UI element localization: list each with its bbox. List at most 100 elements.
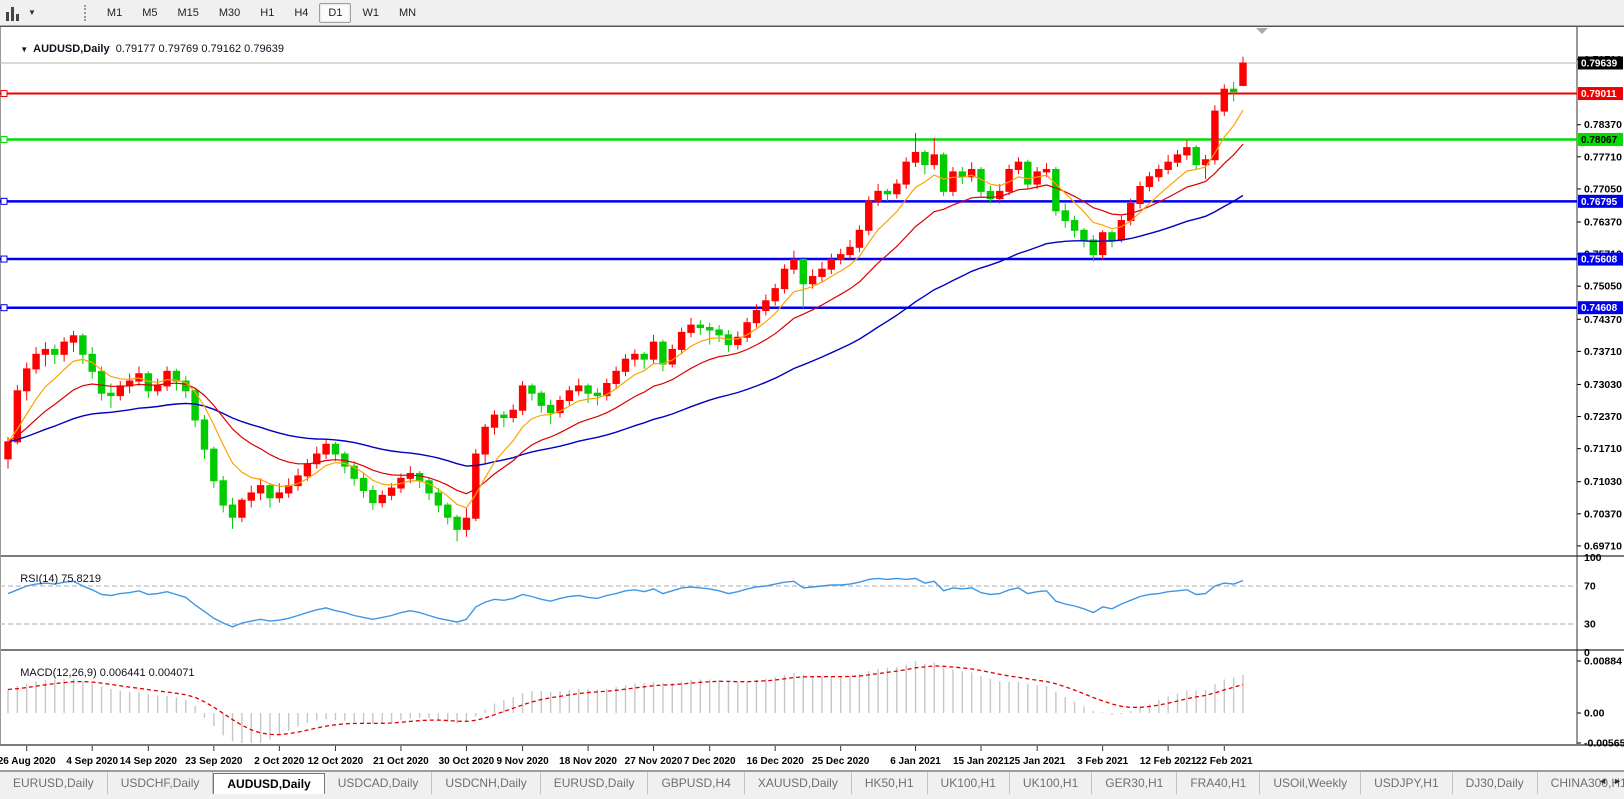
timeframe-button-W1[interactable]: W1 (362, 6, 379, 19)
svg-text:0.73030: 0.73030 (1584, 379, 1622, 391)
macd-panel: 0.00884 0.00 -0.005651 (7, 656, 1624, 750)
svg-text:7 Dec 2020: 7 Dec 2020 (684, 756, 736, 767)
timeframe-button-M5[interactable]: M5 (142, 6, 158, 19)
macd-label: MACD(12,26,9) 0.006441 0.004071 (8, 655, 195, 691)
ma-mid-line (7, 143, 1244, 495)
svg-text:0.71710: 0.71710 (1584, 443, 1622, 455)
svg-text:4 Sep 2020: 4 Sep 2020 (66, 756, 118, 767)
svg-text:21 Oct 2020: 21 Oct 2020 (373, 756, 429, 767)
chart-title: ▼ AUDUSD,Daily 0.79177 0.79769 0.79162 0.… (8, 31, 284, 67)
support-resistance-lines[interactable] (0, 90, 1577, 312)
svg-text:23 Sep 2020: 23 Sep 2020 (185, 756, 243, 767)
svg-text:27 Nov 2020: 27 Nov 2020 (625, 756, 683, 767)
svg-text:0.79011: 0.79011 (1581, 89, 1617, 100)
chart-tab-GBPUSD-H4[interactable]: GBPUSD,H4 (648, 772, 745, 795)
svg-text:18 Nov 2020: 18 Nov 2020 (559, 756, 617, 767)
rsi-current-value: 75.8219 (61, 573, 101, 585)
chart-tab-GER30-H1[interactable]: GER30,H1 (1092, 772, 1178, 795)
rsi-label: RSI(14) 75.8219 (8, 561, 101, 597)
svg-text:22 Feb 2021: 22 Feb 2021 (1196, 756, 1253, 767)
rsi-panel: 100 70 30 0 (7, 552, 1602, 659)
timeframe-button-H1[interactable]: H1 (260, 6, 275, 19)
level-line-handle[interactable] (0, 197, 8, 205)
svg-text:0.71030: 0.71030 (1584, 476, 1622, 488)
svg-text:15 Jan 2021: 15 Jan 2021 (953, 756, 1010, 767)
svg-text:0.77710: 0.77710 (1584, 151, 1622, 163)
svg-text:6 Jan 2021: 6 Jan 2021 (890, 756, 941, 767)
timeframe-button-M30[interactable]: M30 (218, 6, 241, 19)
svg-text:0: 0 (1584, 647, 1590, 659)
macd-main-value: 0.006441 (99, 667, 146, 679)
collapse-triangle-icon[interactable]: ▼ (20, 45, 29, 54)
chart-tab-EURUSD-Daily[interactable]: EURUSD,Daily (541, 772, 649, 795)
level-line-handle[interactable] (0, 135, 8, 143)
chart-tab-UK100-H1[interactable]: UK100,H1 (928, 772, 1010, 795)
svg-text:0.79639: 0.79639 (1581, 59, 1618, 70)
chart-tab-UK100-H1[interactable]: UK100,H1 (1010, 772, 1093, 795)
svg-text:0.77050: 0.77050 (1584, 183, 1622, 195)
svg-text:25 Jan 2021: 25 Jan 2021 (1009, 756, 1066, 767)
svg-text:70: 70 (1584, 581, 1596, 593)
timeframe-button-M15[interactable]: M15 (177, 6, 199, 19)
symbol-tab-bar: EURUSD,Daily USDCHF,Daily AUDUSD,Daily USDC… (0, 771, 1624, 795)
timeframe-buttons: M1 M5 M15 M30 H1 H4 D1 W1 MN (97, 2, 426, 23)
rsi-indicator-name: RSI(14) (20, 573, 59, 585)
svg-text:0.00: 0.00 (1584, 708, 1605, 720)
ohlc-low: 0.79162 (201, 43, 242, 55)
timeframe-button-M1[interactable]: M1 (106, 6, 123, 19)
chart-tab-DJ30-Daily[interactable]: DJ30,Daily (1453, 772, 1538, 795)
chart-tab-USOil-Weekly[interactable]: USOil,Weekly (1260, 772, 1362, 795)
ma-fast-line (7, 109, 1244, 509)
timeframe-button-H4[interactable]: H4 (294, 6, 309, 19)
svg-text:0.74370: 0.74370 (1584, 314, 1622, 326)
level-line-handle[interactable] (0, 90, 8, 98)
tab-scroll-right-icon[interactable]: ► (1613, 776, 1622, 786)
ma-slow-line (7, 194, 1244, 467)
candlestick-chart-icon[interactable] (4, 4, 26, 22)
svg-text:14 Sep 2020: 14 Sep 2020 (120, 756, 178, 767)
svg-text:30: 30 (1584, 619, 1596, 631)
svg-text:0.69710: 0.69710 (1584, 540, 1622, 552)
panel-borders (0, 25, 1624, 771)
chart-shift-marker-icon[interactable] (1256, 28, 1268, 34)
macd-signal-value: 0.004071 (148, 667, 195, 679)
chart-tab-FRA40-H1[interactable]: FRA40,H1 (1177, 772, 1261, 795)
timeframe-button-D1[interactable]: D1 (319, 2, 352, 23)
tab-scroll-left-icon[interactable]: ◄ (1598, 776, 1608, 786)
chart-tab-USDJPY-H1[interactable]: USDJPY,H1 (1361, 772, 1453, 795)
svg-text:25 Dec 2020: 25 Dec 2020 (812, 756, 870, 767)
svg-text:-0.005651: -0.005651 (1584, 738, 1624, 750)
ohlc-high: 0.79769 (158, 43, 199, 55)
level-line-handle[interactable] (0, 304, 8, 312)
date-axis[interactable]: 26 Aug 2020 4 Sep 2020 14 Sep 2020 23 Sep 2… (0, 746, 1253, 767)
level-line-handle[interactable] (0, 255, 8, 263)
rsi-level-lines (0, 585, 1577, 625)
chart-type-dropdown-caret[interactable]: ▼ (28, 8, 36, 17)
chart-tab-HK50-H1[interactable]: HK50,H1 (852, 772, 928, 795)
svg-text:3 Feb 2021: 3 Feb 2021 (1077, 756, 1129, 767)
chart-symbol: AUDUSD,Daily (33, 43, 110, 55)
timeframe-toolbar: ▼ M1 M5 M15 M30 H1 H4 D1 W1 MN (0, 0, 1624, 26)
svg-text:0.00884: 0.00884 (1584, 656, 1622, 668)
chart-tab-XAUUSD-Daily[interactable]: XAUUSD,Daily (745, 772, 852, 795)
svg-text:12 Oct 2020: 12 Oct 2020 (308, 756, 364, 767)
price-chart-canvas[interactable]: 0.797100.783700.777100.770500.763700.757… (0, 0, 1624, 771)
chart-tab-EURUSD-Daily[interactable]: EURUSD,Daily (0, 772, 108, 795)
svg-text:0.78067: 0.78067 (1581, 135, 1618, 146)
moving-averages (7, 109, 1244, 509)
ohlc-open: 0.79177 (115, 43, 156, 55)
timeframe-button-MN[interactable]: MN (398, 6, 417, 19)
chart-tab-AUDUSD-Daily[interactable]: AUDUSD,Daily (213, 773, 325, 795)
svg-text:0.76795: 0.76795 (1581, 197, 1618, 208)
svg-text:26 Aug 2020: 26 Aug 2020 (0, 756, 56, 767)
chart-tab-CHINA300-H1[interactable]: CHINA300,H1 (1538, 772, 1624, 795)
svg-text:0.75608: 0.75608 (1581, 255, 1618, 266)
chart-tab-USDCHF-Daily[interactable]: USDCHF,Daily (108, 772, 214, 795)
svg-text:0.73710: 0.73710 (1584, 346, 1622, 358)
chart-tab-USDCAD-Daily[interactable]: USDCAD,Daily (325, 772, 433, 795)
chart-tab-USDCNH-Daily[interactable]: USDCNH,Daily (432, 772, 541, 795)
svg-text:30 Oct 2020: 30 Oct 2020 (439, 756, 495, 767)
toolbar-grip-handle[interactable] (83, 4, 91, 21)
svg-text:0.74608: 0.74608 (1581, 303, 1618, 314)
